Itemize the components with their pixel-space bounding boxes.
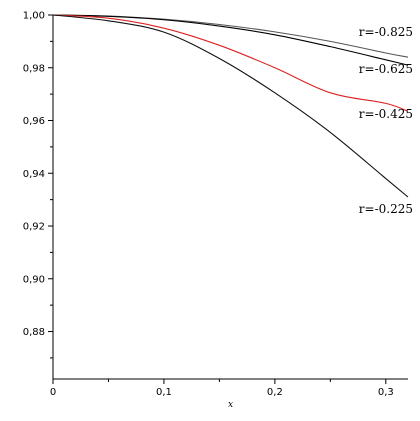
x-tick-label: 0,3 (378, 387, 394, 398)
series-label: r=-0.225 (359, 202, 413, 216)
series-labels: r=-0.825 r=-0.625 r=-0.425 r=-0.225 (359, 25, 413, 216)
y-axis-ticks: 1,00 0,98 0,96 0,94 0,92 0,90 0,88 (23, 11, 53, 359)
series-line (52, 14, 409, 66)
x-tick-label: 0,1 (156, 387, 172, 398)
series-label: r=-0.425 (359, 107, 413, 121)
series-line (52, 14, 409, 112)
series-lines (52, 14, 409, 198)
axes (52, 15, 408, 380)
series-label: r=-0.825 (359, 25, 413, 39)
series-line (52, 14, 409, 58)
y-tick-label: 0,96 (23, 116, 45, 127)
y-tick-label: 0,88 (23, 327, 45, 338)
y-tick-label: 0,94 (23, 169, 45, 180)
y-tick-label: 0,92 (23, 222, 45, 233)
x-axis-ticks: 0 0,1 0,2 0,3 (50, 379, 394, 398)
x-tick-label: 0,2 (267, 387, 283, 398)
y-tick-label: 0,90 (23, 274, 45, 285)
y-tick-label: 0,98 (23, 63, 45, 74)
series-line (52, 14, 409, 198)
x-axis-label: x (228, 400, 233, 410)
series-label: r=-0.625 (359, 62, 413, 76)
y-tick-label: 1,00 (23, 11, 45, 22)
x-tick-label: 0 (50, 387, 56, 398)
